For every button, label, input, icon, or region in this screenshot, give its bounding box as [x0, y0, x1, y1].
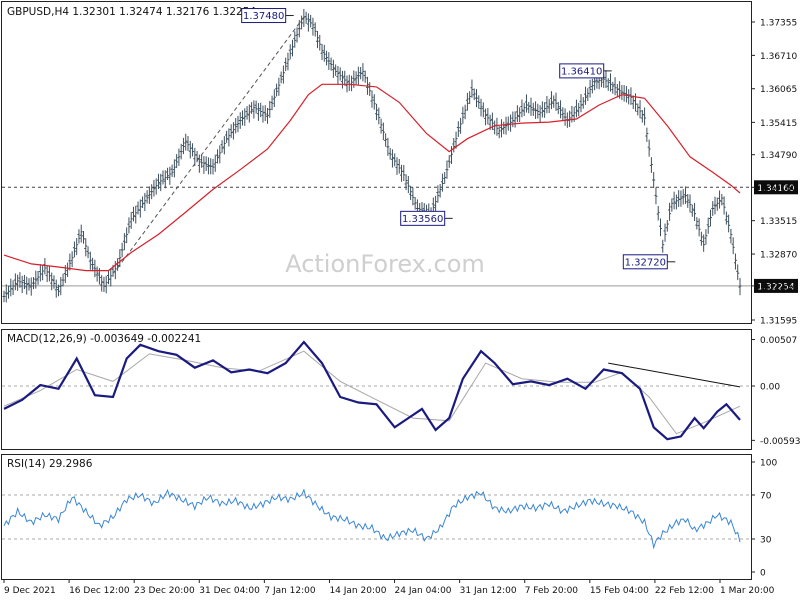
- moving-average-line: [3, 83, 741, 272]
- annotation-label: 1.37480: [243, 11, 284, 22]
- macd-trend-line: [608, 362, 741, 388]
- watermark: ActionForex.com: [285, 250, 485, 278]
- x-tick-label: 1 Mar 20:00: [720, 586, 775, 596]
- annotation-label: 1.33560: [402, 214, 443, 225]
- price-level-box: [754, 180, 798, 195]
- price-panel-frame: [1, 1, 752, 324]
- up-trend-line: [117, 16, 305, 269]
- price-chart-title: GBPUSD,H4 1.32301 1.32474 1.32176 1.3225…: [7, 6, 256, 18]
- annotation-box: [622, 254, 668, 270]
- price-layer: 1.34160 1.32254 1.37480 1.36410 1.33560 1.327…: [2, 8, 798, 303]
- price-y-tick-label: 1.36065: [760, 85, 797, 95]
- x-tick-label: 15 Feb 04:00: [590, 586, 649, 596]
- macd-y-tick-label: -0.00593: [760, 437, 800, 447]
- macd-layer: [2, 340, 751, 441]
- price-y-tick-label: 1.33515: [760, 217, 797, 227]
- x-tick-label: 14 Jan 20:00: [329, 586, 386, 596]
- macd-title: MACD(12,26,9) -0.003649 -0.002241: [7, 333, 201, 345]
- price-y-tick-label: 1.32870: [760, 251, 797, 261]
- rsi-y-tick-label: 70: [760, 492, 772, 502]
- macd-y-tick-label: 0.00: [760, 383, 780, 393]
- rsi-y-tick-label: 100: [760, 459, 777, 469]
- macd-line: [3, 340, 741, 441]
- price-level-label: 1.34160: [757, 184, 794, 194]
- annotation-box: [400, 210, 446, 226]
- rsi-layer: [2, 488, 751, 550]
- x-tick-label: 31 Dec 04:00: [199, 586, 260, 596]
- x-tick-label: 16 Dec 12:00: [69, 586, 130, 596]
- price-y-tick-label: 1.34790: [760, 151, 797, 161]
- rsi-y-tick-label: 0: [760, 569, 766, 579]
- x-tick-label: 7 Feb 20:00: [525, 586, 579, 596]
- x-tick-label: 7 Jan 12:00: [264, 586, 316, 596]
- price-level-label: 1.32254: [757, 282, 794, 292]
- macd-panel-frame: [1, 329, 752, 450]
- annotation-box: [559, 63, 605, 79]
- macd-y-tick-label: 0.00507: [760, 336, 797, 346]
- annotation-box: [241, 8, 287, 24]
- price-y-tick-label: 1.35415: [760, 119, 797, 129]
- price-level-box: [754, 278, 798, 293]
- rsi-y-tick-label: 30: [760, 536, 772, 546]
- rsi-title: RSI(14) 29.2986: [7, 458, 93, 470]
- annotation-label: 1.32720: [625, 257, 666, 268]
- price-y-tick-label: 1.31595: [760, 317, 797, 327]
- price-y-tick-label: 1.32254: [760, 282, 797, 292]
- rsi-line: [3, 488, 741, 550]
- price-y-tick-label: 1.37355: [760, 19, 797, 29]
- price-y-tick-label: 1.34160: [760, 184, 797, 194]
- price-y-tick-label: 1.36710: [760, 52, 797, 62]
- axis-layer: 1.37355 1.36710 1.36065 1.35415 1.34790 1.341…: [3, 19, 800, 596]
- rsi-panel-frame: [1, 454, 752, 580]
- x-tick-label: 22 Feb 12:00: [655, 586, 714, 596]
- x-tick-label: 31 Jan 12:00: [460, 586, 517, 596]
- x-tick-label: 24 Jan 04:00: [395, 586, 452, 596]
- annotation-label: 1.36410: [561, 66, 602, 77]
- x-tick-label: 9 Dec 2021: [4, 586, 56, 596]
- x-tick-label: 23 Dec 20:00: [134, 586, 195, 596]
